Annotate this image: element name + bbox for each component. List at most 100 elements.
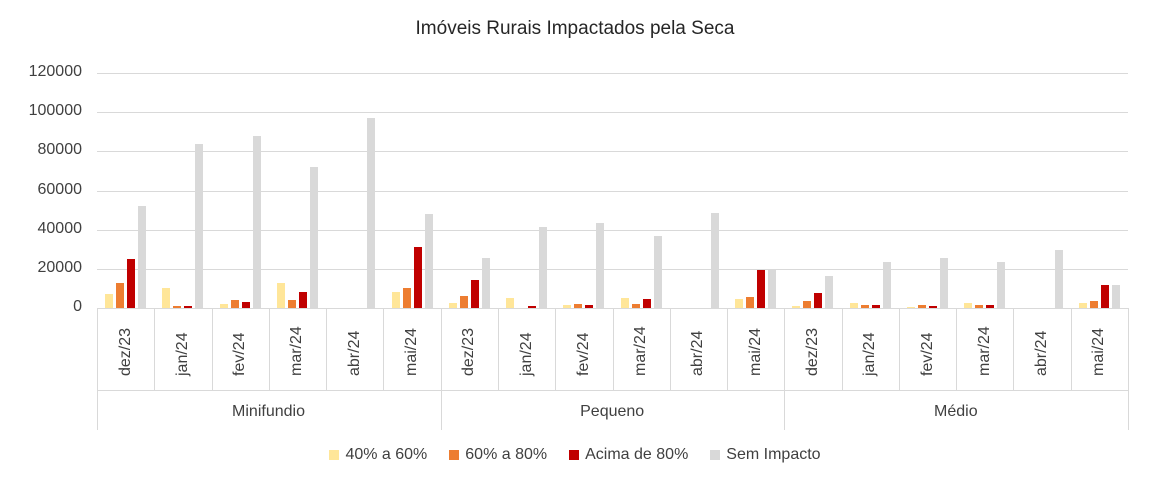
bar [653, 235, 662, 308]
x-tick-label: mai/24 [1090, 327, 1108, 376]
bar [230, 300, 239, 308]
bar [860, 305, 869, 308]
bar [481, 258, 490, 308]
legend-swatch [569, 450, 580, 460]
bar [367, 118, 376, 308]
bar [127, 259, 136, 308]
bar [459, 296, 468, 308]
bar [116, 282, 125, 308]
x-tick-label: mai/24 [746, 327, 764, 376]
legend-item-sem-impacto: Sem Impacto [710, 446, 821, 464]
x-tick-label: abr/24 [689, 330, 707, 376]
legend-label: Sem Impacto [726, 446, 821, 463]
category-tick [555, 308, 556, 390]
bar [241, 302, 250, 308]
bar [1089, 301, 1098, 308]
legend-swatch [329, 450, 340, 460]
category-tick [326, 308, 327, 390]
bar [825, 276, 834, 308]
x-tick-label: fev/24 [231, 332, 249, 376]
bar [219, 304, 228, 308]
bar [184, 305, 193, 308]
bar [997, 262, 1006, 308]
x-tick-label: jan/24 [861, 332, 879, 376]
bar [746, 297, 755, 308]
category-tick [269, 308, 270, 390]
bar [710, 213, 719, 308]
category-tick [613, 308, 614, 390]
bar [574, 304, 583, 308]
x-tick-label: mai/24 [403, 327, 421, 376]
legend-label: 40% a 60% [345, 446, 428, 463]
bar [195, 143, 204, 308]
y-tick-label: 60000 [37, 181, 83, 198]
legend-item-60-80: 60% a 80% [449, 446, 547, 464]
bar [162, 288, 171, 308]
group-separator [97, 308, 98, 430]
bar [287, 300, 296, 308]
group-separator [1128, 308, 1129, 430]
group-separator [441, 308, 442, 430]
x-tick-label: fev/24 [574, 332, 592, 376]
x-tick-label: fev/24 [918, 332, 936, 376]
bar [929, 306, 938, 308]
legend-item-40-60: 40% a 60% [329, 446, 427, 464]
x-tick-label: mar/24 [975, 326, 993, 376]
x-tick-label: jan/24 [517, 332, 535, 376]
y-tick-label: 20000 [37, 259, 83, 276]
y-tick-label: 80000 [37, 141, 83, 158]
bar [964, 303, 973, 308]
bar [803, 300, 812, 308]
gridline [97, 112, 1128, 113]
gridline [97, 73, 1128, 74]
category-divider [97, 390, 1128, 391]
y-tick-label: 0 [73, 298, 82, 315]
legend-swatch [710, 450, 721, 460]
bar [298, 291, 307, 308]
bar [642, 299, 651, 308]
gridline [97, 151, 1128, 152]
legend: 40% a 60% 60% a 80% Acima de 80% Sem Imp… [0, 446, 1150, 464]
x-tick-label: dez/23 [460, 327, 478, 376]
group-label: Minifundio [232, 403, 305, 420]
category-tick [842, 308, 843, 390]
bar [871, 305, 880, 308]
bar [1111, 284, 1120, 308]
y-tick-label: 120000 [28, 63, 82, 80]
legend-swatch [449, 450, 460, 460]
x-tick-label: abr/24 [1033, 330, 1051, 376]
group-separator [784, 308, 785, 430]
x-tick-label: dez/23 [116, 327, 134, 376]
gridline [97, 230, 1128, 231]
category-tick [1071, 308, 1072, 390]
x-axis-line [97, 308, 1128, 309]
bar [1100, 284, 1109, 308]
bar [448, 302, 457, 308]
gridline [97, 191, 1128, 192]
bar [276, 282, 285, 308]
chart-title: Imóveis Rurais Impactados pela Seca [415, 18, 735, 39]
category-tick [956, 308, 957, 390]
legend-label: 60% a 80% [465, 446, 548, 463]
bar [907, 307, 916, 308]
bar [757, 270, 766, 308]
bar [918, 305, 927, 308]
gridline [97, 269, 1128, 270]
group-label: Médio [934, 403, 978, 420]
category-tick [899, 308, 900, 390]
bar [309, 167, 318, 308]
bar [402, 288, 411, 308]
category-tick [212, 308, 213, 390]
bar [620, 298, 629, 308]
bar [506, 298, 515, 308]
bar [792, 306, 801, 308]
category-tick [1013, 308, 1014, 390]
bar [413, 246, 422, 308]
category-tick [727, 308, 728, 390]
bar [1054, 250, 1063, 308]
bar [539, 226, 548, 308]
category-tick [498, 308, 499, 390]
x-tick-label: mar/24 [632, 326, 650, 376]
category-tick [154, 308, 155, 390]
y-tick-label: 40000 [37, 220, 83, 237]
